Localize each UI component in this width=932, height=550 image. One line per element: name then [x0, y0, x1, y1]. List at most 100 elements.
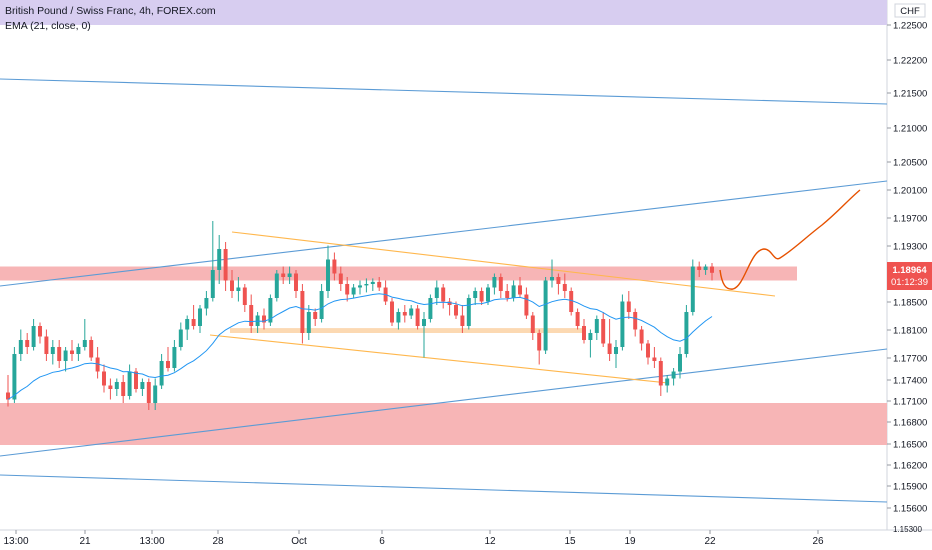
zone-range-middle [230, 328, 585, 333]
candle-body [114, 382, 119, 389]
zone-support [0, 403, 887, 445]
candle-body [434, 287, 439, 298]
time-tick-label: 13:00 [139, 536, 164, 547]
candle-body [345, 284, 350, 295]
last-price-label: 1.18964 [892, 265, 927, 276]
candle-body [569, 291, 574, 312]
time-axis[interactable]: 13:00 21 13:00 28 Oct 6 12 15 19 22 26 [3, 530, 824, 547]
price-tick-label: 1.18100 [893, 326, 927, 337]
candle-body [146, 382, 151, 403]
candle-body [652, 357, 657, 361]
projection-layer [719, 189, 861, 290]
zone-resistance [0, 266, 797, 281]
candle-body [370, 281, 375, 284]
candle-body [639, 329, 644, 344]
candle-body [127, 371, 132, 396]
trendline-4 [0, 474, 888, 503]
candle-body [633, 312, 638, 330]
price-tick-label: 1.19700 [893, 214, 927, 225]
candle-body [537, 333, 542, 351]
channel-line-2 [209, 334, 669, 384]
candle-body [313, 312, 318, 319]
trendline-3 [0, 348, 888, 457]
candle-body [102, 371, 106, 386]
candle-body [390, 301, 394, 323]
candle-body [140, 382, 145, 389]
time-tick-label: 13:00 [3, 536, 28, 547]
price-tick-label: 1.22200 [893, 56, 927, 67]
candle-body [607, 343, 612, 354]
candle-body [658, 361, 663, 386]
candle-body [319, 291, 324, 319]
time-tick-label: 22 [704, 536, 716, 547]
candle-body [108, 385, 113, 389]
candle-body [486, 287, 490, 302]
candle-body [626, 301, 631, 312]
candle-body [447, 301, 452, 305]
candle-body [70, 350, 74, 354]
candle-body [198, 308, 202, 326]
candle-body [498, 277, 503, 291]
candle-body [76, 347, 81, 354]
candle-body [204, 298, 209, 309]
candle-body [377, 281, 382, 288]
candle-body [703, 266, 708, 270]
candle-body [646, 343, 650, 358]
countdown-label: 01:12:39 [891, 277, 928, 288]
indicator-label[interactable]: EMA (21, close, 0) [5, 20, 91, 32]
last-price-box [887, 262, 932, 290]
candle-body [338, 273, 343, 284]
candle-body [665, 378, 670, 386]
candle-body [326, 259, 330, 291]
candle-body [473, 291, 478, 298]
candle-body [134, 371, 138, 389]
candle-body [402, 312, 407, 316]
candle-body [44, 336, 49, 354]
candle-body [166, 361, 170, 368]
candle-body [191, 319, 196, 326]
candle-body [422, 319, 426, 326]
candle-body [82, 340, 87, 347]
candle-body [294, 273, 298, 291]
price-tick-label: 1.21500 [893, 89, 927, 100]
currency-box [894, 3, 926, 18]
trendlines-layer [0, 78, 888, 503]
candle-body [364, 284, 369, 286]
time-tick-label: 6 [379, 536, 385, 547]
candle-body [38, 326, 42, 337]
candle-body [358, 285, 362, 288]
candle-body [575, 312, 580, 326]
candle-body [351, 287, 356, 295]
candle-body [614, 347, 618, 354]
candle-body [601, 319, 606, 344]
plot-background [0, 0, 887, 530]
time-tick-label: 26 [812, 536, 824, 547]
candle-body [620, 301, 625, 347]
candle-body [543, 280, 548, 351]
symbol-title[interactable]: British Pound / Swiss Franc, 4h, FOREX.c… [5, 5, 216, 17]
candle-body [460, 315, 465, 326]
time-tick-label: 21 [79, 536, 91, 547]
candle-body [31, 326, 36, 347]
price-tick-label: 1.19300 [893, 242, 927, 253]
price-tick-label: 1.15300 [893, 525, 922, 534]
trendline-2 [0, 180, 888, 287]
candle-body [57, 347, 62, 361]
candle-body [511, 285, 516, 298]
price-tick-label: 1.17400 [893, 376, 927, 387]
candle-body [671, 371, 676, 379]
candle-body [582, 326, 586, 340]
price-axis[interactable]: 1.22500 1.22200 1.21500 1.21000 1.20500 1.201… [887, 21, 927, 535]
candle-body [332, 259, 337, 274]
price-tick-label: 1.16200 [893, 461, 927, 472]
time-tick-label: 28 [212, 536, 224, 547]
candle-body [441, 287, 446, 302]
time-tick-label: 15 [564, 536, 576, 547]
price-tick-label: 1.21000 [893, 124, 927, 135]
trendline-1 [0, 78, 888, 105]
projection-path [719, 189, 861, 290]
ema-layer [7, 293, 713, 400]
candle-body [18, 340, 23, 354]
currency-label: CHF [900, 6, 920, 17]
